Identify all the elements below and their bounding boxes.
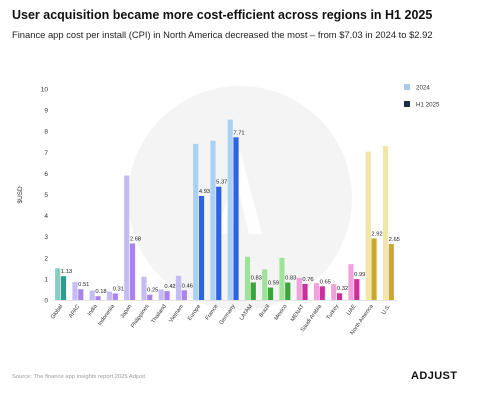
legend-label-2024: 2024 [416,85,430,92]
data-label: 1.13 [61,269,72,275]
bar-2024 [124,175,130,300]
category-label: Thailand [151,304,168,325]
bar-2024 [89,290,95,300]
y-tick-label: 9 [44,108,48,115]
data-label: 0.83 [251,275,262,281]
bar-h1-2025 [60,276,67,300]
y-tick-label: 4 [44,213,48,220]
data-label: 0.31 [113,286,124,292]
legend-swatch-2024 [404,84,410,90]
y-tick-label: 7 [44,150,48,157]
data-label: 4.93 [199,189,210,195]
bar-2024 [262,269,268,300]
bar-2024 [175,275,182,300]
y-tick-label: 6 [44,171,48,178]
data-label: 0.25 [147,288,158,294]
watermark-circle [128,86,352,310]
bar-h1-2025 [129,243,136,300]
data-label: 2.92 [371,231,382,237]
data-label: 2.65 [389,237,400,243]
bar-h1-2025 [164,291,170,300]
bar-2024 [279,257,285,300]
bar-2024 [158,289,164,300]
bar-2024 [106,291,113,300]
bar-h1-2025 [388,244,394,300]
bar-h1-2025 [233,137,239,300]
category-label: Vietnam [168,303,185,323]
category-label: U.S. [381,303,392,316]
bar-2024 [365,151,371,300]
data-label: 0.83 [285,275,296,281]
chart-subtitle: Finance app cost per install (CPI) in No… [12,29,433,40]
category-label: Japan [120,304,134,320]
bar-h1-2025 [95,296,101,300]
bar-h1-2025 [216,186,222,300]
bar-2024 [210,140,216,300]
y-tick-label: 0 [44,298,48,305]
category-label: Turkey [326,304,341,321]
data-label: 0.59 [268,281,279,287]
y-tick-label: 1 [44,276,48,283]
bar-h1-2025 [181,290,187,300]
y-tick-label: 2 [44,255,48,262]
bar-h1-2025 [371,238,377,300]
data-label: 7.71 [233,130,244,136]
bar-2024 [72,282,78,300]
data-label: 0.32 [337,286,348,292]
bar-2024 [193,143,199,300]
y-tick-label: 3 [44,234,48,241]
bar-2024 [141,276,147,300]
bar-h1-2025 [319,286,325,300]
y-tick-label: 8 [44,129,48,136]
bar-h1-2025 [147,294,153,300]
data-label: 0.42 [164,284,175,290]
adjust-logo: ADJUST [411,370,458,382]
bar-2024 [296,277,302,300]
data-label: 0.46 [182,283,193,289]
bar-h1-2025 [267,287,274,300]
bar-2024 [244,256,251,300]
category-label: UAE [346,303,358,316]
category-label: Indonesia [97,303,116,327]
data-label: 0.99 [354,272,365,278]
data-label: 5.37 [216,180,227,186]
bar-2024 [55,268,61,300]
bar-h1-2025 [354,279,360,300]
bar-h1-2025 [302,283,308,300]
category-label: Europe [187,304,202,322]
legend-label-h1-2025: H1 2025 [416,102,440,109]
chart-title: User acquisition became more cost-effici… [12,8,433,22]
y-tick-label: 5 [44,192,48,199]
bar-h1-2025 [285,282,291,300]
data-label: 2.68 [130,236,141,242]
category-label: Philippines [130,304,151,330]
bar-h1-2025 [336,293,343,300]
source-note: Source: The finance app insights report … [12,374,145,380]
bar-2024 [227,119,233,300]
y-tick-label: 10 [41,87,49,94]
category-label: MENAT [290,303,306,323]
bar-2024 [382,145,389,300]
data-label: 0.76 [302,277,313,283]
bar-h1-2025 [198,195,205,300]
bar-2024 [348,264,354,300]
legend-swatch-h1-2025 [404,101,410,107]
data-label: 0.18 [95,289,106,295]
bar-h1-2025 [112,293,118,300]
category-label: Mexico [273,304,288,322]
category-label: APAC [68,304,81,320]
y-axis-title: $USD [17,186,24,204]
category-label: France [205,304,220,322]
data-label: 0.51 [78,282,89,288]
bar-h1-2025 [250,282,256,300]
category-label: Global [50,304,64,321]
bar-2024 [313,283,320,300]
bar-h1-2025 [78,289,84,300]
bar-2024 [331,284,337,300]
category-label: India [87,303,99,317]
data-label: 0.65 [320,279,331,285]
